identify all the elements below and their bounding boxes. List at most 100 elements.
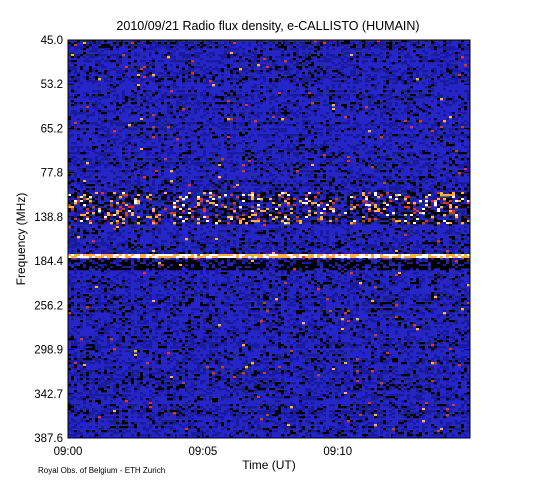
spectrogram-cell [332, 254, 335, 257]
spectrogram-cell [461, 56, 464, 59]
spectrogram-cell [86, 242, 89, 245]
spectrogram-cell [86, 218, 89, 221]
spectrogram-cell [329, 100, 332, 103]
spectrogram-cell [461, 122, 464, 125]
spectrogram-cell [86, 110, 89, 113]
spectrogram-cell [311, 164, 314, 167]
spectrogram-cell [371, 210, 374, 213]
spectrogram-cell [281, 144, 284, 147]
spectrogram-cell [251, 184, 266, 187]
spectrogram-cell [356, 214, 365, 217]
spectrogram-cell [356, 256, 371, 259]
spectrogram-cell [212, 192, 215, 195]
spectrogram-cell [302, 44, 308, 47]
spectrogram-cell [152, 114, 155, 117]
spectrogram-cell [173, 96, 176, 99]
spectrogram-cell [383, 176, 386, 179]
spectrogram-cell [260, 76, 266, 79]
spectrogram-cell [68, 232, 80, 235]
spectrogram-cell [287, 54, 290, 57]
spectrogram-cell [74, 236, 77, 239]
spectrogram-cell [74, 192, 77, 195]
spectrogram-cell [350, 204, 353, 207]
spectrogram-cell [269, 40, 275, 43]
spectrogram-cell [272, 62, 275, 65]
spectrogram-cell [323, 194, 326, 197]
spectrogram-cell [290, 184, 293, 187]
spectrogram-cell [299, 238, 302, 241]
spectrogram-cell [374, 152, 377, 155]
spectrogram-cell [347, 116, 350, 119]
spectrogram-cell [92, 164, 101, 167]
spectrogram-cell [353, 186, 356, 189]
spectrogram-cell [245, 200, 251, 203]
spectrogram-cell [380, 102, 383, 105]
spectrogram-cell [182, 126, 185, 129]
spectrogram-cell [188, 128, 191, 131]
spectrogram-cell [362, 224, 365, 227]
spectrogram-cell [425, 240, 428, 243]
spectrogram-cell [152, 60, 155, 63]
spectrogram-cell [386, 90, 392, 93]
spectrogram-cell [209, 94, 212, 97]
spectrogram-cell [239, 56, 242, 59]
spectrogram-cell [98, 72, 101, 75]
spectrogram-cell [137, 238, 140, 241]
spectrogram-cell [170, 234, 182, 237]
spectrogram-cell [68, 118, 71, 121]
spectrogram-cell [350, 70, 356, 73]
spectrogram-cell [440, 136, 443, 139]
spectrogram-cell [461, 220, 467, 223]
spectrogram-cell [431, 164, 434, 167]
spectrogram-cell [437, 240, 440, 243]
spectrogram-cell [95, 156, 98, 159]
spectrogram-cell [158, 156, 161, 159]
spectrogram-cell [464, 158, 467, 161]
spectrogram-cell [329, 106, 332, 109]
spectrogram-cell [95, 220, 98, 223]
spectrogram-cell [209, 118, 212, 121]
spectrogram-cell [449, 40, 452, 43]
spectrogram-cell [362, 194, 365, 197]
spectrogram-cell [236, 204, 239, 207]
spectrogram-cell [113, 130, 116, 133]
spectrogram-cell [68, 174, 71, 177]
spectrogram-cell [179, 216, 182, 219]
spectrogram-cell [137, 200, 140, 203]
spectrogram-cell [140, 186, 143, 189]
spectrogram-cell [440, 204, 446, 207]
spectrogram-cell [194, 254, 197, 257]
spectrogram-cell [197, 196, 200, 199]
spectrogram-cell [434, 210, 437, 213]
spectrogram-cell [227, 162, 233, 165]
spectrogram-cell [359, 182, 365, 185]
spectrogram-cell [110, 76, 113, 79]
spectrogram-cell [344, 244, 347, 247]
spectrogram-cell [104, 42, 107, 45]
spectrogram-cell [230, 220, 233, 223]
spectrogram-cell [395, 218, 398, 221]
spectrogram-cell [341, 180, 344, 183]
spectrogram-cell [248, 212, 251, 215]
spectrogram-cell [269, 70, 272, 73]
spectrogram-cell [128, 134, 131, 137]
spectrogram-cell [287, 198, 290, 201]
spectrogram-cell [461, 254, 464, 257]
spectrogram-cell [86, 230, 89, 233]
spectrogram-cell [164, 190, 173, 193]
spectrogram-cell [308, 104, 311, 107]
spectrogram-cell [107, 248, 113, 251]
spectrogram-cell [455, 180, 458, 183]
spectrogram-cell [314, 110, 317, 113]
spectrogram-cell [248, 116, 251, 119]
spectrogram-cell [458, 158, 461, 161]
spectrogram-cell [263, 152, 272, 155]
spectrogram-cell [326, 86, 329, 89]
spectrogram-cell [410, 154, 413, 157]
spectrogram-cell [371, 164, 374, 167]
spectrogram-cell [338, 98, 341, 101]
spectrogram-cell [71, 254, 74, 257]
spectrogram-cell [101, 212, 104, 215]
spectrogram-cell [224, 206, 227, 209]
spectrogram-cell [110, 198, 116, 201]
